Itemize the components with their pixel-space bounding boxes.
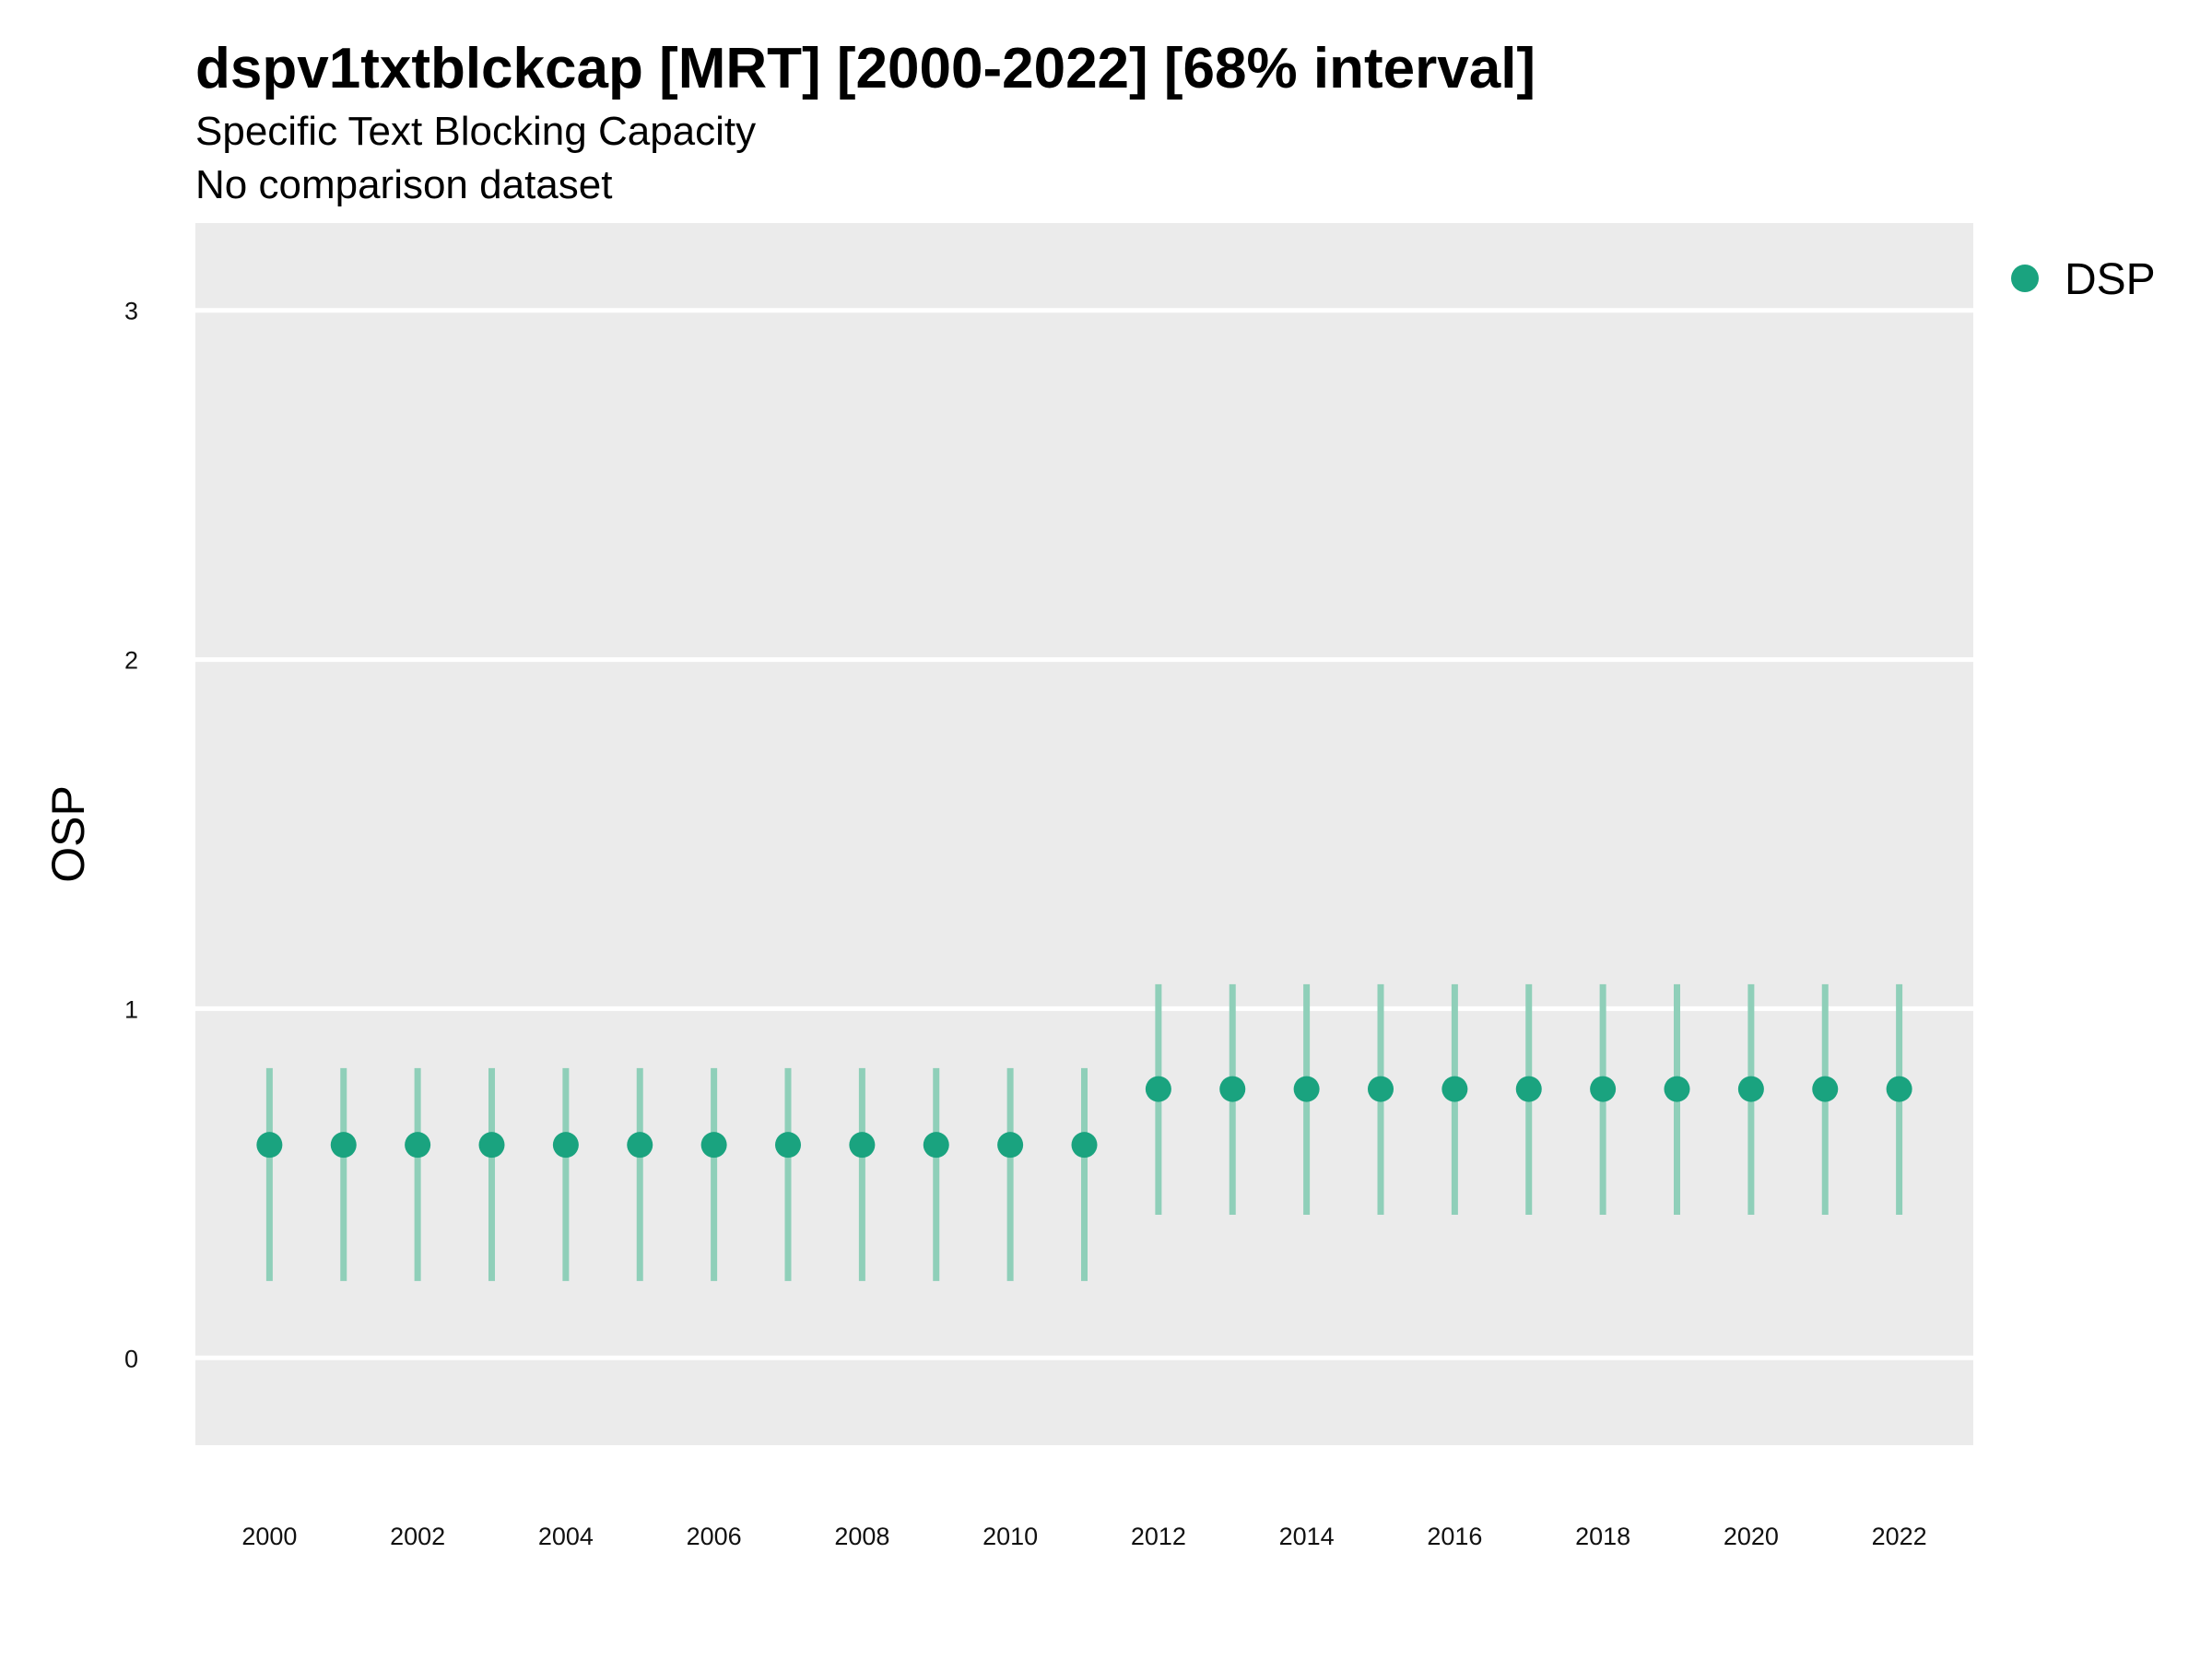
x-tick-label: 2008: [834, 1523, 889, 1550]
data-point: [256, 1132, 283, 1159]
data-point: [775, 1132, 801, 1159]
x-tick-label: 2018: [1575, 1523, 1630, 1550]
data-point: [478, 1132, 505, 1159]
gridlines: [195, 308, 1973, 1360]
y-tick-label: 1: [124, 995, 138, 1023]
chart-subtitle: Specific Text Blocking Capacity: [195, 109, 756, 154]
x-tick-label: 2006: [687, 1523, 742, 1550]
legend: DSP: [2011, 255, 2156, 304]
data-point: [1219, 1076, 1246, 1102]
data-point: [627, 1132, 653, 1159]
x-tick-label: 2022: [1872, 1523, 1927, 1550]
x-tick-label: 2020: [1724, 1523, 1779, 1550]
x-tick-label: 2016: [1427, 1523, 1482, 1550]
data-point: [1145, 1076, 1171, 1102]
data-point: [552, 1132, 579, 1159]
data-point: [849, 1132, 876, 1159]
data-points: [256, 1076, 1912, 1159]
x-axis-ticks: 2000 2002 2004 2006 2008 2010 2012 2014 2016 2018…: [241, 1523, 1926, 1550]
data-point: [1812, 1076, 1839, 1102]
data-point: [700, 1132, 727, 1159]
data-point: [1293, 1076, 1320, 1102]
x-tick-label: 2002: [390, 1523, 445, 1550]
y-tick-label: 2: [124, 647, 138, 675]
data-point: [1664, 1076, 1690, 1102]
x-tick-label: 2010: [982, 1523, 1038, 1550]
data-point: [330, 1132, 357, 1159]
x-tick-label: 2014: [1279, 1523, 1335, 1550]
y-axis-label: OSP: [42, 785, 94, 883]
data-point: [997, 1132, 1024, 1159]
data-point: [1737, 1076, 1764, 1102]
data-point: [1886, 1076, 1912, 1102]
data-point: [1368, 1076, 1394, 1102]
data-point: [923, 1132, 949, 1159]
data-point: [1441, 1076, 1468, 1102]
chart-subtitle-secondary: No comparison dataset: [195, 162, 612, 207]
chart-title: dspv1txtblckcap [MRT] [2000-2022] [68% i…: [195, 37, 1535, 100]
x-tick-label: 2004: [538, 1523, 594, 1550]
data-point: [1590, 1076, 1617, 1102]
data-point: [1515, 1076, 1542, 1102]
data-point: [1071, 1132, 1098, 1159]
y-tick-label: 0: [124, 1345, 138, 1372]
x-tick-label: 2000: [241, 1523, 297, 1550]
y-tick-label: 3: [124, 298, 138, 325]
legend-swatch-dsp: [2011, 265, 2039, 292]
data-point: [405, 1132, 431, 1159]
y-axis-ticks: 0 1 2 3: [124, 298, 138, 1373]
x-tick-label: 2012: [1131, 1523, 1186, 1550]
legend-label-dsp: DSP: [2065, 255, 2156, 304]
